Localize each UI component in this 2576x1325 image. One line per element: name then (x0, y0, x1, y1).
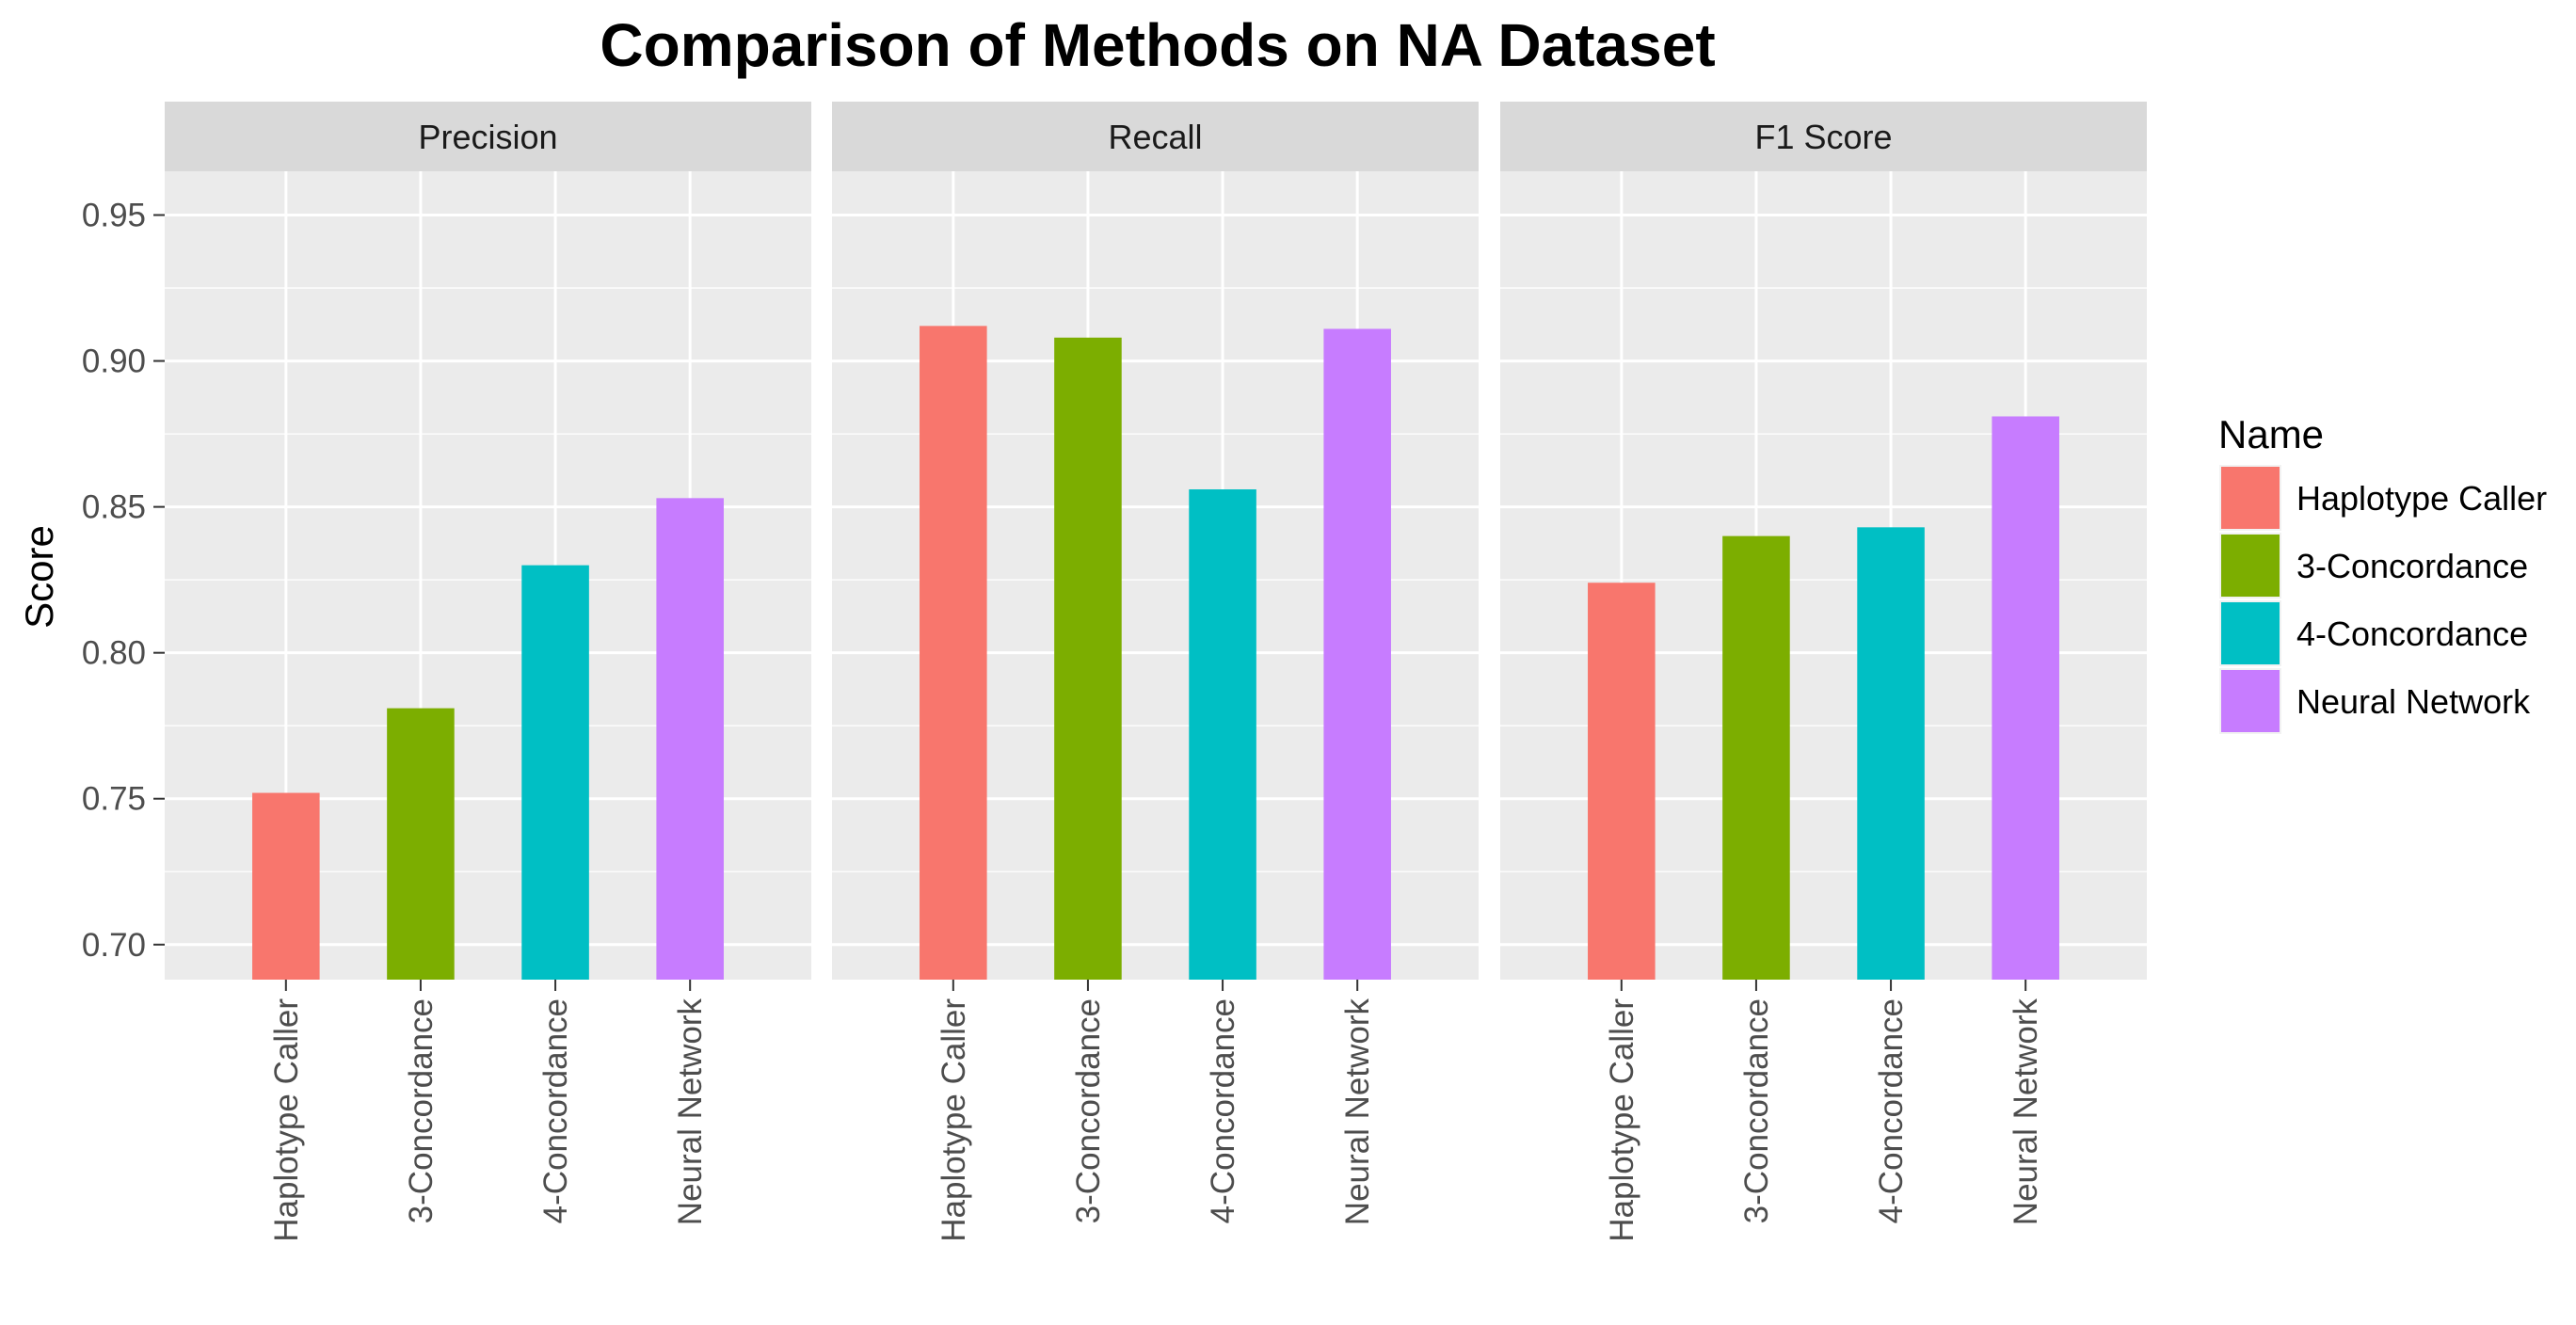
bar-4-concordance (521, 565, 589, 980)
facet-panel-recall: Recall Haplotype Caller 3-Concordance 4-Con… (832, 102, 1479, 1242)
x-tick-label: Haplotype Caller (268, 998, 305, 1242)
facet-strip (1500, 102, 2147, 171)
y-tick-label: 0.70 (82, 927, 146, 964)
x-tick-label: Haplotype Caller (1604, 998, 1640, 1242)
x-tick-label: 4-Concordance (1873, 998, 1910, 1223)
x-tick-label: 4-Concordance (1205, 998, 1241, 1223)
y-axis: 0.70 0.75 0.80 0.85 0.90 0.95 (82, 198, 165, 964)
legend-swatch (2221, 467, 2280, 529)
legend-item: Neural Network (2219, 668, 2531, 734)
x-tick-label: 3-Concordance (1738, 998, 1775, 1223)
legend-label: 3-Concordance (2296, 547, 2528, 585)
x-tick-label: Neural Network (2008, 998, 2044, 1226)
facet-strip-label: F1 Score (1754, 118, 1892, 156)
facet-strip-label: Recall (1108, 118, 1202, 156)
y-tick-label: 0.90 (82, 343, 146, 380)
legend-item: 4-Concordance (2219, 600, 2528, 666)
legend-title: Name (2218, 412, 2324, 456)
y-axis-title: Score (17, 525, 61, 629)
legend-label: Neural Network (2296, 682, 2531, 721)
facet-panel-f1-score: F1 Score Haplotype Caller 3-Concordance 4-C… (1500, 102, 2147, 1242)
bar-3-concordance (1054, 337, 1122, 980)
legend-label: 4-Concordance (2296, 615, 2528, 653)
bar-neural-network (656, 498, 724, 980)
bar-haplotype-caller (252, 792, 320, 980)
legend: Name Haplotype Caller 3-Concordance 4-Conc… (2218, 412, 2547, 734)
facet-strip-label: Precision (418, 118, 557, 156)
bar-haplotype-caller (1588, 583, 1656, 980)
facet-panels: 0.70 0.75 0.80 0.85 0.90 0.95 Precision Haploty… (82, 102, 2147, 1242)
legend-item: 3-Concordance (2219, 533, 2528, 599)
legend-swatch (2221, 670, 2280, 732)
legend-swatch (2221, 602, 2280, 664)
x-tick-label: 3-Concordance (1070, 998, 1107, 1223)
x-tick-label: Haplotype Caller (936, 998, 972, 1242)
y-tick-label: 0.75 (82, 781, 146, 818)
x-tick-label: Neural Network (672, 998, 709, 1226)
x-tick-label: Neural Network (1339, 998, 1376, 1226)
bar-4-concordance (1189, 489, 1256, 980)
y-tick-label: 0.80 (82, 635, 146, 672)
chart-title: Comparison of Methods on NA Dataset (600, 11, 1715, 79)
y-tick-label: 0.85 (82, 489, 146, 526)
y-tick-label: 0.95 (82, 198, 146, 234)
x-tick-label: 3-Concordance (403, 998, 440, 1223)
bar-4-concordance (1857, 527, 1925, 980)
bar-haplotype-caller (920, 326, 987, 980)
legend-swatch (2221, 535, 2280, 597)
bar-neural-network (1323, 328, 1391, 980)
legend-label: Haplotype Caller (2296, 479, 2547, 518)
facet-strip (165, 102, 811, 171)
facet-panel-precision: Precision Haplotype Caller 3-Concordance 4-… (165, 102, 811, 1242)
x-tick-label: 4-Concordance (537, 998, 574, 1223)
bar-3-concordance (387, 708, 455, 980)
bar-neural-network (1992, 416, 2059, 980)
bar-3-concordance (1722, 535, 1790, 980)
facet-strip (832, 102, 1479, 171)
legend-item: Haplotype Caller (2219, 465, 2547, 531)
